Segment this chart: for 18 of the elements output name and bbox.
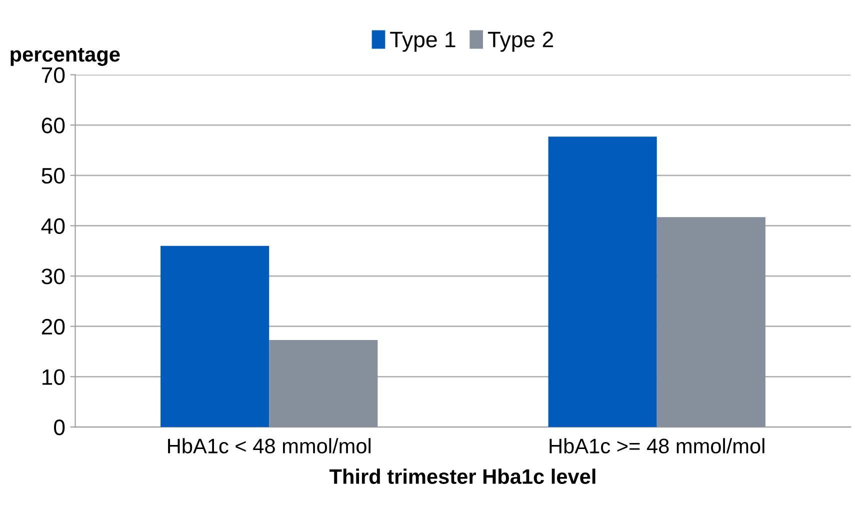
bar (656, 217, 766, 428)
legend-label: Type 2 (488, 32, 554, 52)
y-tick-label: 50 (42, 168, 65, 184)
legend-label: Type 1 (390, 32, 456, 52)
y-tick-label: 10 (42, 369, 65, 385)
bar (160, 246, 270, 428)
x-tick-label: HbA1c < 48 mmol/mol (168, 438, 370, 454)
y-tick-label: 0 (54, 420, 65, 436)
x-axis-title: Third trimester Hba1c level (329, 468, 596, 484)
y-axis-title: percentage (10, 48, 120, 66)
y-tick-label: 40 (41, 218, 65, 234)
y-tick-label: 60 (42, 118, 65, 134)
bar (269, 340, 378, 428)
y-tick-label: 20 (42, 318, 65, 335)
x-tick-label: HbA1c >= 48 mmol/mol (550, 438, 764, 454)
y-tick-label: 70 (42, 67, 65, 84)
bar (548, 136, 657, 428)
y-tick-label: 30 (42, 268, 65, 284)
